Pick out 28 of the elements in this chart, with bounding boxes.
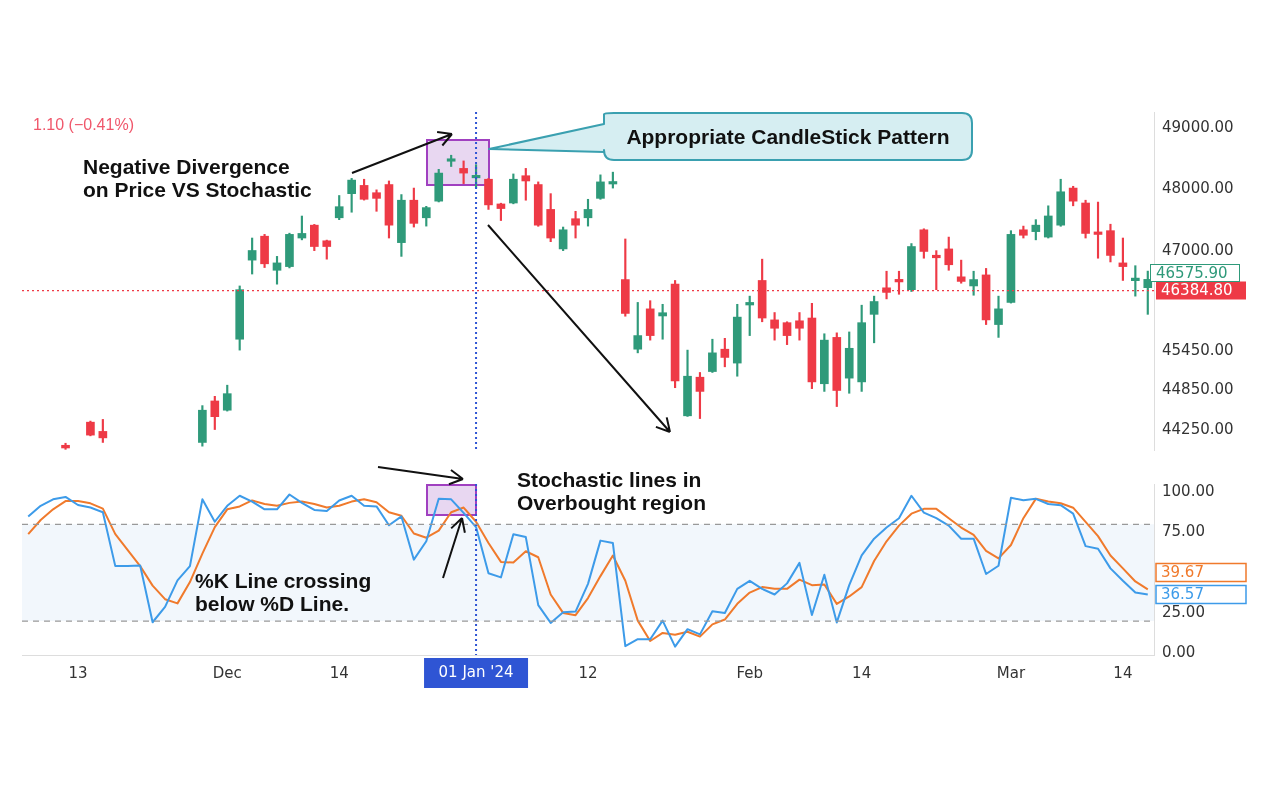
x-tick-label: Mar (996, 663, 1026, 682)
y-tick-label: 49000.00 (1162, 117, 1234, 136)
data-label: 36.57 (1161, 585, 1204, 604)
x-tick-label: Dec (212, 663, 242, 682)
annotation: Negative Divergence on Price VS Stochastic (83, 155, 313, 201)
y-tick-label: 0.00 (1162, 643, 1196, 662)
x-tick-label: 14 (329, 663, 349, 682)
y-tick-label: 75.00 (1162, 522, 1205, 541)
x-tick-label: 14 (1113, 663, 1133, 682)
annotation: %K Line crossing below %D Line. (195, 569, 373, 615)
x-tick-label: 13 (68, 663, 88, 682)
text: 46575.90 (1150, 264, 1240, 282)
y-tick-label: 44250.00 (1162, 420, 1234, 439)
y-tick-label: 44850.00 (1162, 380, 1234, 399)
x-tick-label: 14 (852, 663, 872, 682)
ref-line-label: 46384.80 (1161, 281, 1233, 300)
annotation: Stochastic lines in Overbought region (517, 468, 707, 514)
x-tick-label: Feb (736, 663, 763, 682)
y-tick-label: 25.00 (1162, 602, 1205, 621)
x-tick-label: 01 Jan '24 (438, 662, 514, 681)
x-tick-label: 12 (578, 663, 598, 682)
annotation: 1.10 (−0.41%) (33, 115, 135, 135)
data-label: 39.67 (1161, 563, 1204, 582)
annotation: Appropriate CandleStick Pattern (625, 125, 951, 148)
y-tick-label: 45450.00 (1162, 340, 1234, 359)
y-tick-label: 48000.00 (1162, 178, 1234, 197)
y-tick-label: 100.00 (1162, 481, 1215, 500)
y-tick-label: 47000.00 (1162, 241, 1234, 260)
